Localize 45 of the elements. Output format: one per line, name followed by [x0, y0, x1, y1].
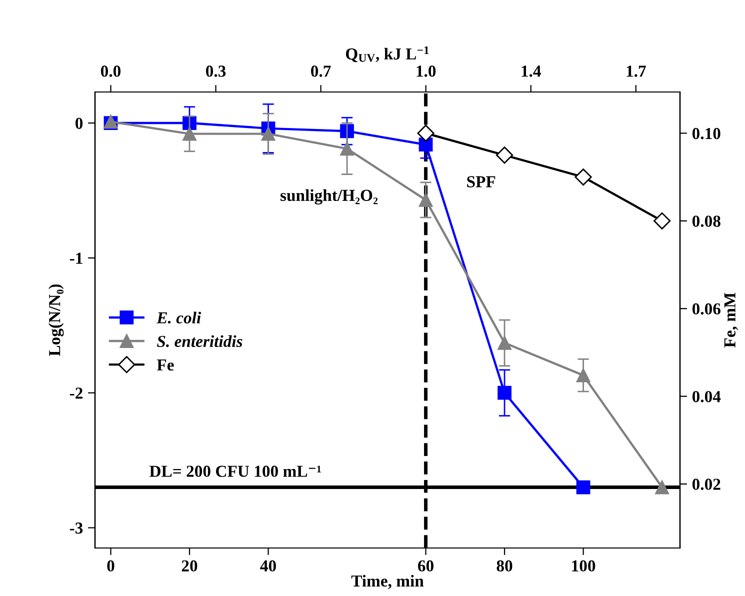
point — [498, 386, 512, 400]
y2-axis-title: Fe, mM — [724, 292, 738, 348]
annotation: DL= 200 CFU 100 mL⁻¹ — [150, 466, 321, 477]
point — [655, 480, 669, 494]
y2-tick-label: 0.10 — [692, 128, 720, 140]
y-tick-label: -3 — [70, 522, 83, 534]
legend-label: E. coli — [156, 312, 202, 324]
y-tick-label: -2 — [70, 388, 82, 399]
x2-tick-label: 1.4 — [522, 66, 541, 77]
x-axis-title: Time, min — [351, 574, 424, 590]
x2-tick-label: 1.7 — [626, 66, 646, 77]
y-tick-label: 0 — [75, 118, 83, 129]
annotation: sunlight/H₂O₂ — [280, 189, 378, 204]
x-tick-label: 100 — [572, 560, 596, 572]
annotation: SPF — [467, 176, 496, 188]
x-tick-label: 20 — [182, 560, 198, 572]
point — [653, 212, 671, 230]
y-tick-label: -1 — [70, 252, 82, 264]
y2-tick-label: 0.08 — [692, 216, 720, 227]
point — [182, 126, 196, 141]
point — [261, 126, 276, 141]
point — [418, 192, 433, 207]
x-tick-label: 40 — [260, 560, 276, 572]
y2-tick-label: 0.06 — [692, 303, 720, 315]
x-tick-label: 60 — [418, 560, 434, 572]
point — [576, 368, 590, 382]
point — [340, 124, 354, 138]
x2-tick-label: 0.0 — [100, 66, 121, 77]
x2-tick-label: 1.0 — [416, 66, 436, 77]
y2-tick-label: 0.04 — [692, 390, 721, 402]
legend-label: Fe — [156, 359, 174, 371]
x-tick-label: 80 — [496, 560, 512, 572]
x-tick-label: 0 — [107, 560, 114, 572]
y2-tick-label: 0.02 — [692, 478, 720, 490]
point — [576, 480, 590, 494]
x2-tick-label: 0.3 — [206, 66, 226, 77]
point — [574, 168, 592, 186]
y-axis-title: Log(N/N₀) — [48, 284, 64, 356]
point — [417, 124, 434, 142]
point — [340, 142, 354, 156]
x2-tick-label: 0.7 — [311, 66, 331, 77]
point — [498, 336, 512, 350]
point — [496, 146, 514, 164]
legend-label: S. enteritidis — [156, 335, 242, 348]
x2-axis-title: Q$_{UV}$, kJ L$^{−1}$ — [346, 46, 429, 62]
